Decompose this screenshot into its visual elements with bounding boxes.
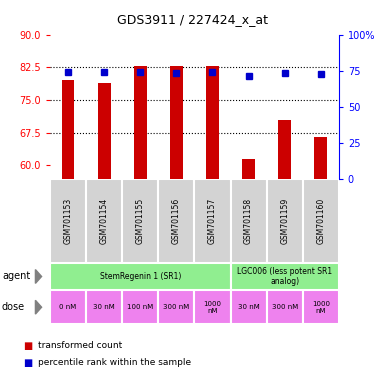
Text: 30 nM: 30 nM: [238, 304, 259, 310]
Text: 30 nM: 30 nM: [93, 304, 115, 310]
Bar: [303, 179, 339, 263]
Text: GSM701155: GSM701155: [136, 198, 145, 244]
Text: StemRegenin 1 (SR1): StemRegenin 1 (SR1): [100, 272, 181, 281]
Polygon shape: [35, 300, 42, 314]
Bar: [86, 290, 122, 324]
Bar: [50, 179, 86, 263]
Bar: [206, 66, 219, 179]
Text: GSM701157: GSM701157: [208, 198, 217, 244]
Text: 300 nM: 300 nM: [163, 304, 189, 310]
Bar: [231, 263, 339, 290]
Text: GSM701159: GSM701159: [280, 198, 289, 244]
Polygon shape: [35, 270, 42, 283]
Bar: [158, 179, 194, 263]
Text: agent: agent: [2, 271, 30, 281]
Bar: [194, 290, 231, 324]
Text: ■: ■: [23, 358, 32, 368]
Bar: [266, 290, 303, 324]
Bar: [98, 83, 110, 179]
Text: GSM701160: GSM701160: [316, 198, 325, 244]
Text: transformed count: transformed count: [38, 341, 123, 350]
Bar: [231, 290, 266, 324]
Bar: [134, 66, 147, 179]
Bar: [194, 179, 231, 263]
Bar: [122, 179, 158, 263]
Bar: [62, 80, 74, 179]
Text: LGC006 (less potent SR1
analog): LGC006 (less potent SR1 analog): [237, 267, 332, 286]
Text: GSM701158: GSM701158: [244, 198, 253, 244]
Text: dose: dose: [2, 302, 25, 312]
Bar: [315, 137, 327, 179]
Bar: [50, 263, 231, 290]
Bar: [278, 120, 291, 179]
Text: percentile rank within the sample: percentile rank within the sample: [38, 358, 192, 367]
Bar: [170, 66, 183, 179]
Bar: [86, 179, 122, 263]
Bar: [122, 290, 158, 324]
Text: GSM701153: GSM701153: [64, 198, 73, 244]
Bar: [231, 179, 266, 263]
Bar: [266, 179, 303, 263]
Text: GSM701156: GSM701156: [172, 198, 181, 244]
Bar: [158, 290, 194, 324]
Text: ■: ■: [23, 341, 32, 351]
Text: 1000
nM: 1000 nM: [312, 301, 330, 314]
Text: 100 nM: 100 nM: [127, 304, 153, 310]
Text: GSM701154: GSM701154: [100, 198, 109, 244]
Bar: [242, 159, 255, 179]
Text: 0 nM: 0 nM: [59, 304, 77, 310]
Bar: [50, 290, 86, 324]
Text: 1000
nM: 1000 nM: [203, 301, 221, 314]
Text: GDS3911 / 227424_x_at: GDS3911 / 227424_x_at: [117, 13, 268, 26]
Text: 300 nM: 300 nM: [271, 304, 298, 310]
Bar: [303, 290, 339, 324]
